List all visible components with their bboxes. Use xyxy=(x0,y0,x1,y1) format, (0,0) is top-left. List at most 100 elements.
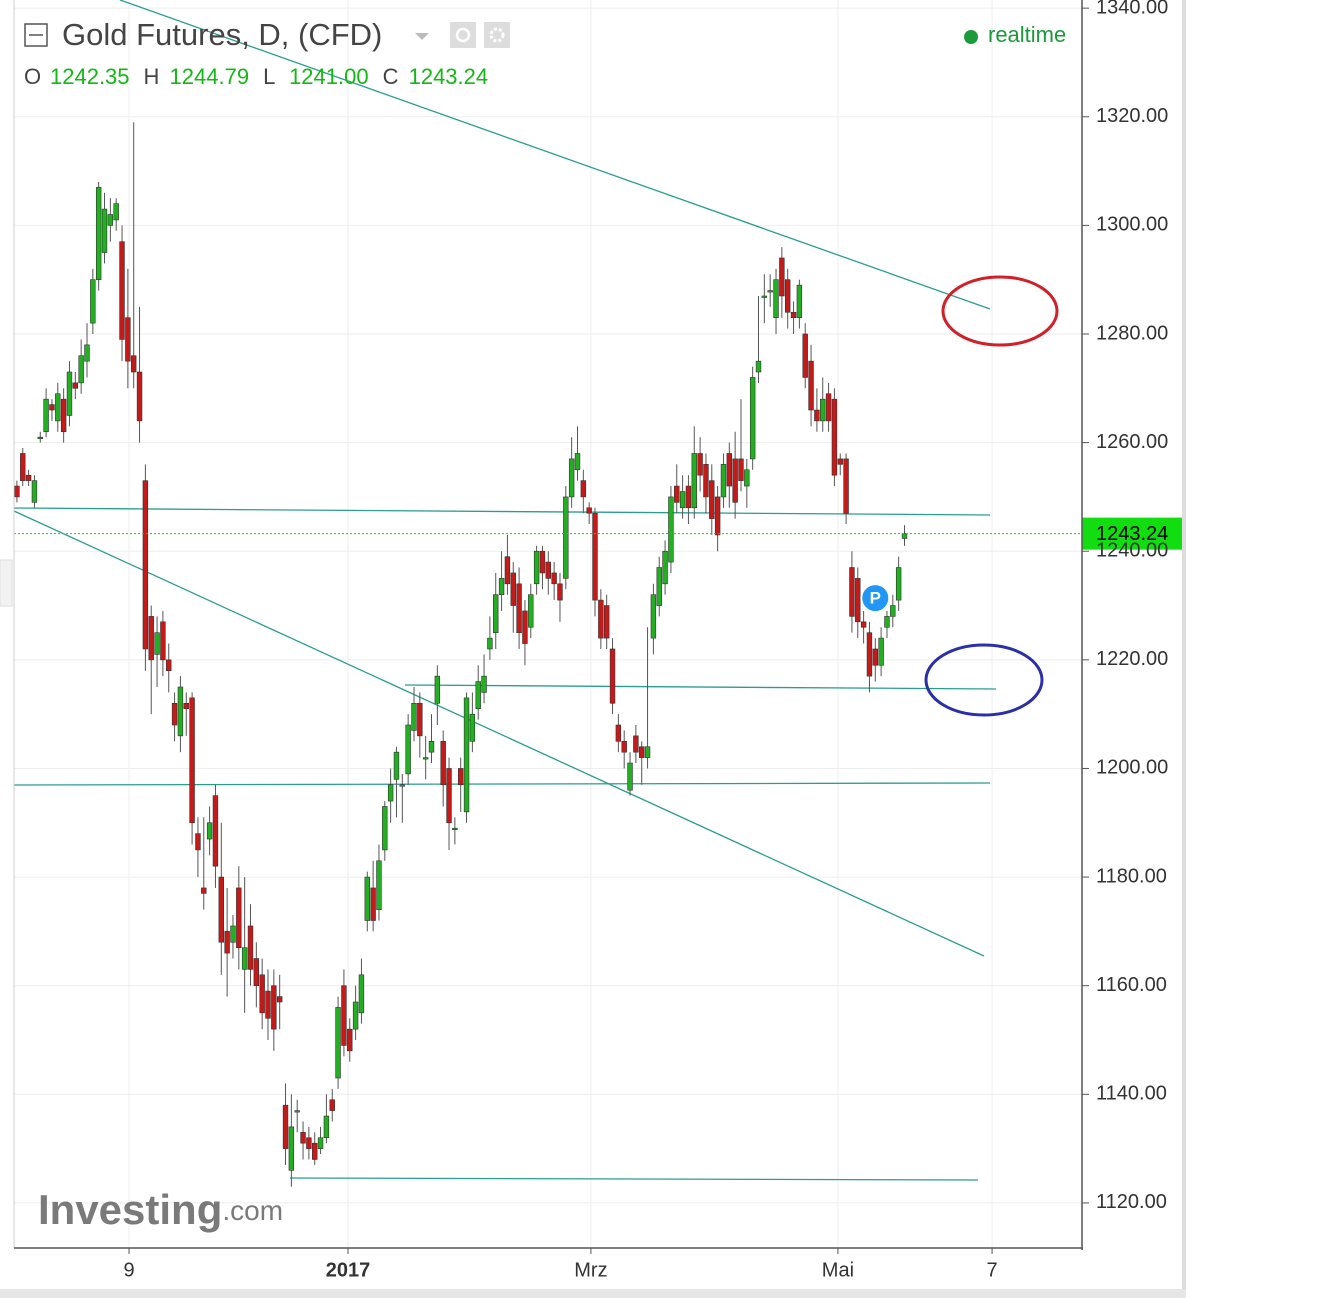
candle-body xyxy=(428,741,435,753)
ohlc-legend: O 1242.35 H 1244.79 L 1241.00 C 1243.24 xyxy=(24,64,488,89)
candle-body xyxy=(837,458,843,465)
candle-body xyxy=(563,496,569,579)
x-tick-label: 2017 xyxy=(326,1259,371,1281)
dropdown-arrow[interactable] xyxy=(415,33,429,40)
candle-body xyxy=(294,1110,300,1113)
ohlc-name: H xyxy=(144,64,160,89)
candle-body xyxy=(674,485,680,503)
candle-body xyxy=(224,931,230,954)
candle-body xyxy=(744,469,750,487)
candle-body xyxy=(785,279,791,313)
x-tick-label: 7 xyxy=(987,1259,998,1281)
candle-body xyxy=(633,735,639,753)
ohlc-name: L xyxy=(263,64,275,89)
candle-body xyxy=(685,485,692,509)
y-tick-label: 1280.00 xyxy=(1096,322,1168,344)
gear-icon xyxy=(489,27,505,43)
y-tick-label: 1160.00 xyxy=(1096,974,1167,996)
candle-body xyxy=(773,279,779,319)
candle-body xyxy=(148,616,154,661)
candle-body xyxy=(568,458,575,498)
candle-body xyxy=(43,398,49,433)
y-tick-label: 1260.00 xyxy=(1096,431,1168,453)
candle-body xyxy=(714,496,721,536)
settings-button[interactable] xyxy=(484,22,510,48)
last-price-label: 1243.24 xyxy=(1096,523,1168,545)
candle-body xyxy=(697,453,703,476)
candle-body xyxy=(539,550,546,574)
candle-body xyxy=(814,409,820,422)
candle-body xyxy=(78,355,84,384)
candle-body xyxy=(49,404,55,411)
candle-body xyxy=(627,762,633,791)
candle-body xyxy=(55,393,61,422)
candle-body xyxy=(370,887,376,921)
candle-body xyxy=(84,344,90,362)
candle-body xyxy=(890,605,896,617)
candle-body xyxy=(872,648,878,666)
candle-body xyxy=(352,1001,359,1030)
trend-line xyxy=(13,507,991,516)
candle-body xyxy=(598,599,604,639)
candle-body xyxy=(265,990,271,1019)
candle-body xyxy=(393,751,400,780)
last-price-box xyxy=(1082,517,1182,550)
visibility-button[interactable] xyxy=(450,22,476,48)
candle-body xyxy=(405,724,411,775)
y-tick-label: 1200.00 xyxy=(1096,757,1168,779)
candle-body xyxy=(796,284,803,319)
y-tick-label: 1240.00 xyxy=(1096,540,1168,562)
candle-body xyxy=(288,1126,295,1171)
candle-body xyxy=(212,795,219,867)
candle-body xyxy=(66,371,73,416)
candle-body xyxy=(901,533,908,539)
trend-line xyxy=(13,782,991,786)
candle-body xyxy=(557,583,563,601)
y-tick-label: 1340.00 xyxy=(1096,0,1168,18)
candle-body xyxy=(201,887,207,894)
ohlc-value: 1243.24 xyxy=(409,64,489,89)
candle-body xyxy=(329,1099,335,1111)
candle-body xyxy=(878,637,884,666)
trend-line xyxy=(13,510,985,957)
candle-body xyxy=(849,567,855,617)
candle-body xyxy=(358,974,365,1014)
candle-body xyxy=(271,985,277,1030)
candle-body xyxy=(545,561,551,579)
bottom-bar xyxy=(0,1289,1186,1298)
candle-body xyxy=(446,768,452,824)
ohlc-name: C xyxy=(383,64,399,89)
candle-body xyxy=(335,1007,341,1079)
candle-body xyxy=(825,393,832,422)
candle-body xyxy=(749,377,756,460)
candle-body xyxy=(282,1104,289,1149)
candle-body xyxy=(510,572,516,606)
candle-body xyxy=(125,317,131,362)
candle-body xyxy=(440,741,446,786)
candle-body xyxy=(820,398,826,422)
candle-body xyxy=(843,458,849,514)
side-handle[interactable] xyxy=(0,559,13,607)
candle-body xyxy=(434,675,441,704)
event-marker-label: P xyxy=(870,589,881,608)
candle-body xyxy=(452,827,458,830)
event-marker[interactable] xyxy=(860,583,891,614)
candle-body xyxy=(218,876,224,943)
candle-body xyxy=(755,360,762,373)
candle-body xyxy=(516,583,522,633)
candle-body xyxy=(761,295,768,298)
candle-body xyxy=(691,453,697,509)
candle-body xyxy=(621,741,627,753)
candle-body xyxy=(417,702,423,737)
eye-icon xyxy=(455,27,471,43)
y-tick-label: 1120.00 xyxy=(1096,1191,1167,1213)
candle-body xyxy=(236,887,242,948)
candle-body xyxy=(160,621,166,661)
candle-body xyxy=(504,556,511,585)
candle-body xyxy=(603,605,610,639)
candle-body xyxy=(662,550,668,585)
candle-body xyxy=(528,594,534,628)
candle-body xyxy=(580,480,587,498)
candle-body xyxy=(317,1137,324,1149)
